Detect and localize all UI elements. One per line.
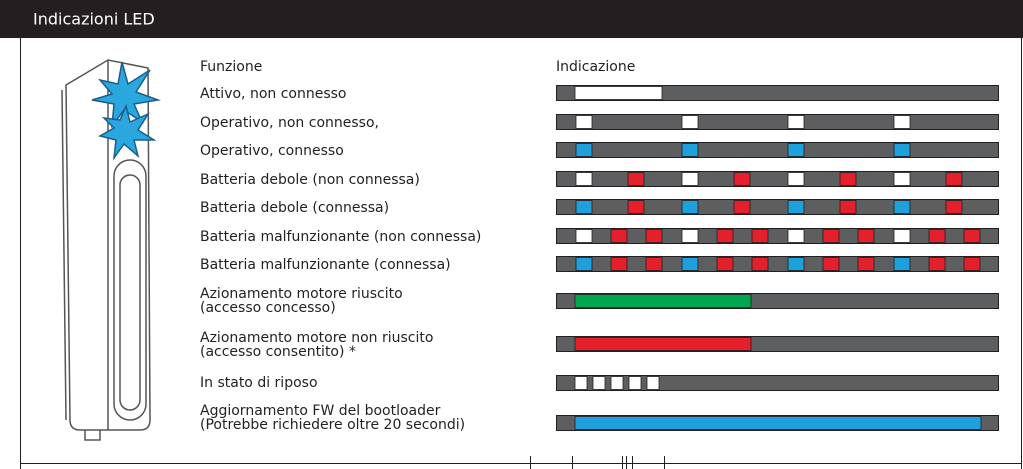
led-pulse [716,257,734,271]
led-pulse [928,257,946,271]
column-header: Indicazione [556,59,635,75]
led-pulse [681,257,699,271]
led-pulse [627,200,645,214]
led-pulse [733,172,751,186]
led-pulse [945,200,963,214]
led-pulse [751,229,769,243]
led-pulse [893,143,911,157]
function-label: Batteria debole (non connessa) [200,172,420,188]
led-row: Azionamento motore non riuscito(accesso … [200,330,999,360]
led-pulse [839,172,857,186]
led-pulse [610,229,628,243]
led-pulse [716,229,734,243]
led-pulse [681,200,699,214]
device-illustration [61,59,161,441]
function-label: Operativo, non connesso, [200,115,379,131]
led-pulse [575,200,593,214]
led-pulse [646,376,660,390]
led-pulse [893,257,911,271]
led-pulse [574,376,588,390]
led-pulse [681,172,699,186]
led-bar [556,199,999,215]
led-row: In stato di riposo [200,375,999,391]
function-label: Attivo, non connesso [200,86,347,102]
function-label: Azionamento motore riuscito [200,286,403,302]
led-pulse [645,257,663,271]
led-row: Operativo, non connesso, [200,114,999,131]
led-row: Batteria debole (connessa) [200,199,999,216]
led-pulse [928,229,946,243]
led-pulse [945,172,963,186]
led-pulse [575,143,593,157]
led-pulse [787,257,805,271]
led-pulse [787,115,805,129]
led-pulse [839,200,857,214]
led-pulse [787,200,805,214]
led-pulse [574,337,752,351]
led-pulse [893,172,911,186]
led-pulse [893,229,911,243]
header-bar [0,0,1023,38]
led-pulse [628,376,642,390]
led-pulse [575,257,593,271]
led-pulse [963,229,981,243]
function-label: Batteria debole (connessa) [200,200,389,216]
led-pulse [787,172,805,186]
led-pulse [610,376,624,390]
led-pulse [787,143,805,157]
led-row: Azionamento motore riuscito(accesso conc… [200,286,999,316]
led-pulse [751,257,769,271]
function-label: Batteria malfunzionante (connessa) [200,257,451,273]
header-title: Indicazioni LED [33,10,155,29]
led-pulse [575,229,593,243]
led-bar [556,85,999,101]
led-pulse [574,86,663,100]
led-pulse [575,115,593,129]
led-bar [556,171,999,187]
led-bar [556,228,999,244]
led-pulse [822,257,840,271]
led-pulse [575,172,593,186]
led-row: Attivo, non connesso [200,85,999,102]
function-label: Operativo, connesso [200,143,344,159]
led-pulse [733,200,751,214]
led-bar [556,256,999,272]
function-label: Aggiornamento FW del bootloader [200,403,441,419]
led-pulse [681,143,699,157]
led-pulse [627,172,645,186]
led-pulse [857,229,875,243]
led-row: Batteria debole (non connessa) [200,171,999,188]
led-pulse [963,257,981,271]
function-label: (accesso concesso) [200,300,336,316]
led-pulse [857,257,875,271]
led-row: Batteria malfunzionante (non connessa) [200,228,999,245]
led-pulse [681,229,699,243]
function-label: (Potrebbe richiedere oltre 20 secondi) [200,417,465,433]
led-pulse [574,416,982,430]
function-label: Batteria malfunzionante (non connessa) [200,229,481,245]
column-header: Funzione [200,59,262,75]
led-pulse [610,257,628,271]
led-pulse [592,376,606,390]
led-row: Operativo, connesso [200,142,999,159]
led-pulse [787,229,805,243]
led-pulse [893,200,911,214]
led-bar [556,114,999,130]
led-bar [556,375,999,391]
function-label: In stato di riposo [200,375,318,391]
function-label: Azionamento motore non riuscito [200,330,433,346]
led-bar [556,142,999,158]
led-row: Batteria malfunzionante (connessa) [200,256,999,273]
led-pulse [822,229,840,243]
led-pulse [645,229,663,243]
led-pulse [574,294,752,308]
function-label: (accesso consentito) * [200,344,356,360]
led-pulse [893,115,911,129]
led-row: Aggiornamento FW del bootloader(Potrebbe… [200,403,999,433]
led-pulse [681,115,699,129]
